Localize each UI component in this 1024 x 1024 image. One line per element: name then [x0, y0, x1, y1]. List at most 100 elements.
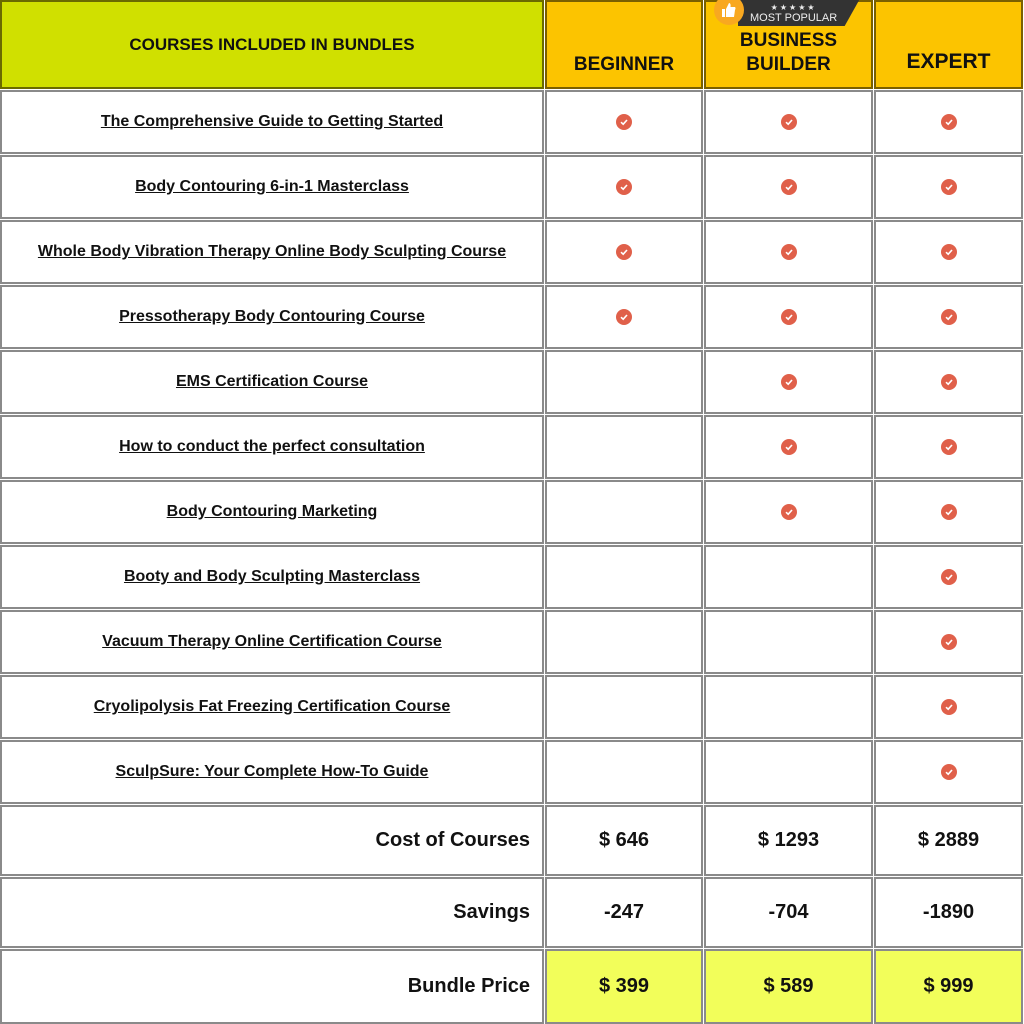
course-link[interactable]: How to conduct the perfect consultation: [119, 438, 425, 455]
header-beginner: BEGINNER: [545, 0, 703, 89]
check-icon: [940, 244, 957, 260]
stars-icon: ★★★★★: [770, 3, 817, 12]
summary-value-cell: $ 2889: [874, 805, 1023, 876]
check-icon: [780, 244, 797, 260]
course-name-cell: Cryolipolysis Fat Freezing Certification…: [0, 675, 544, 739]
inclusion-cell: [874, 545, 1023, 609]
summary-value: $ 1293: [757, 829, 820, 851]
check-icon: [940, 634, 957, 650]
header-business-builder: ★★★★★ MOST POPULAR BUSINESS BUILDER: [704, 0, 873, 89]
inclusion-cell: [704, 155, 873, 219]
check-icon: [616, 114, 632, 130]
thumbs-up-icon: [714, 0, 744, 25]
inclusion-cell: [874, 285, 1023, 349]
inclusion-cell: [874, 415, 1023, 479]
summary-label: Cost of Courses: [375, 829, 530, 851]
check-icon: [780, 439, 797, 455]
tier-label: BEGINNER: [573, 54, 675, 75]
summary-label: Bundle Price: [407, 975, 530, 997]
most-popular-badge: ★★★★★ MOST POPULAR: [714, 0, 860, 26]
summary-value: $ 589: [763, 975, 814, 997]
summary-value: -704: [768, 901, 809, 923]
check-icon: [780, 504, 797, 520]
inclusion-cell: [874, 740, 1023, 804]
inclusion-cell: [874, 155, 1023, 219]
tier-label: EXPERT: [906, 49, 991, 73]
inclusion-cell: [704, 610, 873, 674]
inclusion-cell: [874, 350, 1023, 414]
summary-value-cell: -704: [704, 877, 873, 948]
course-link[interactable]: The Comprehensive Guide to Getting Start…: [100, 113, 444, 130]
inclusion-cell: [545, 155, 703, 219]
tier-label-line2: BUILDER: [746, 54, 831, 75]
check-icon: [940, 179, 957, 195]
summary-value-cell: -247: [545, 877, 703, 948]
course-link[interactable]: Vacuum Therapy Online Certification Cour…: [102, 633, 442, 650]
check-icon: [940, 569, 957, 585]
summary-value-cell: -1890: [874, 877, 1023, 948]
course-name-cell: Whole Body Vibration Therapy Online Body…: [0, 220, 544, 284]
inclusion-cell: [545, 285, 703, 349]
inclusion-cell: [545, 740, 703, 804]
inclusion-cell: [874, 220, 1023, 284]
course-name-cell: EMS Certification Course: [0, 350, 544, 414]
inclusion-cell: [874, 90, 1023, 154]
summary-value-cell: $ 1293: [704, 805, 873, 876]
header-title: COURSES INCLUDED IN BUNDLES: [129, 34, 415, 54]
course-name-cell: How to conduct the perfect consultation: [0, 415, 544, 479]
inclusion-cell: [545, 675, 703, 739]
inclusion-cell: [704, 285, 873, 349]
course-name-cell: The Comprehensive Guide to Getting Start…: [0, 90, 544, 154]
inclusion-cell: [545, 350, 703, 414]
summary-value: $ 2889: [917, 829, 980, 851]
course-link[interactable]: Cryolipolysis Fat Freezing Certification…: [93, 698, 451, 715]
course-link[interactable]: Pressotherapy Body Contouring Course: [119, 308, 425, 325]
inclusion-cell: [545, 545, 703, 609]
course-name-cell: Booty and Body Sculpting Masterclass: [0, 545, 544, 609]
course-name-cell: Vacuum Therapy Online Certification Cour…: [0, 610, 544, 674]
course-link[interactable]: Booty and Body Sculpting Masterclass: [123, 568, 421, 585]
inclusion-cell: [874, 675, 1023, 739]
summary-label-cell: Cost of Courses: [0, 805, 544, 876]
check-icon: [780, 309, 797, 325]
summary-value-cell: $ 999: [874, 949, 1023, 1024]
summary-value-cell: $ 589: [704, 949, 873, 1024]
course-link[interactable]: SculpSure: Your Complete How-To Guide: [115, 763, 429, 780]
inclusion-cell: [545, 415, 703, 479]
inclusion-cell: [704, 415, 873, 479]
course-name-cell: Pressotherapy Body Contouring Course: [0, 285, 544, 349]
inclusion-cell: [704, 220, 873, 284]
check-icon: [940, 114, 957, 130]
inclusion-cell: [704, 90, 873, 154]
tier-label-line1: BUSINESS: [739, 30, 838, 51]
inclusion-cell: [545, 610, 703, 674]
header-courses: COURSES INCLUDED IN BUNDLES: [0, 0, 544, 89]
inclusion-cell: [874, 610, 1023, 674]
course-name-cell: SculpSure: Your Complete How-To Guide: [0, 740, 544, 804]
check-icon: [780, 114, 797, 130]
check-icon: [940, 764, 957, 780]
inclusion-cell: [704, 480, 873, 544]
summary-value: -1890: [922, 901, 975, 923]
summary-value: $ 399: [598, 975, 650, 997]
course-link[interactable]: EMS Certification Course: [175, 373, 369, 390]
course-link[interactable]: Whole Body Vibration Therapy Online Body…: [37, 243, 507, 260]
check-icon: [940, 309, 957, 325]
check-icon: [616, 244, 632, 260]
summary-value: -247: [603, 901, 645, 923]
inclusion-cell: [545, 220, 703, 284]
check-icon: [940, 439, 957, 455]
inclusion-cell: [545, 480, 703, 544]
summary-value: $ 646: [598, 829, 650, 851]
summary-label: Savings: [453, 901, 530, 923]
check-icon: [780, 374, 797, 390]
check-icon: [616, 309, 632, 325]
check-icon: [940, 374, 957, 390]
course-link[interactable]: Body Contouring 6-in-1 Masterclass: [135, 178, 409, 195]
summary-label-cell: Savings: [0, 877, 544, 948]
course-name-cell: Body Contouring 6-in-1 Masterclass: [0, 155, 544, 219]
inclusion-cell: [704, 740, 873, 804]
course-name-cell: Body Contouring Marketing: [0, 480, 544, 544]
course-link[interactable]: Body Contouring Marketing: [166, 503, 378, 520]
